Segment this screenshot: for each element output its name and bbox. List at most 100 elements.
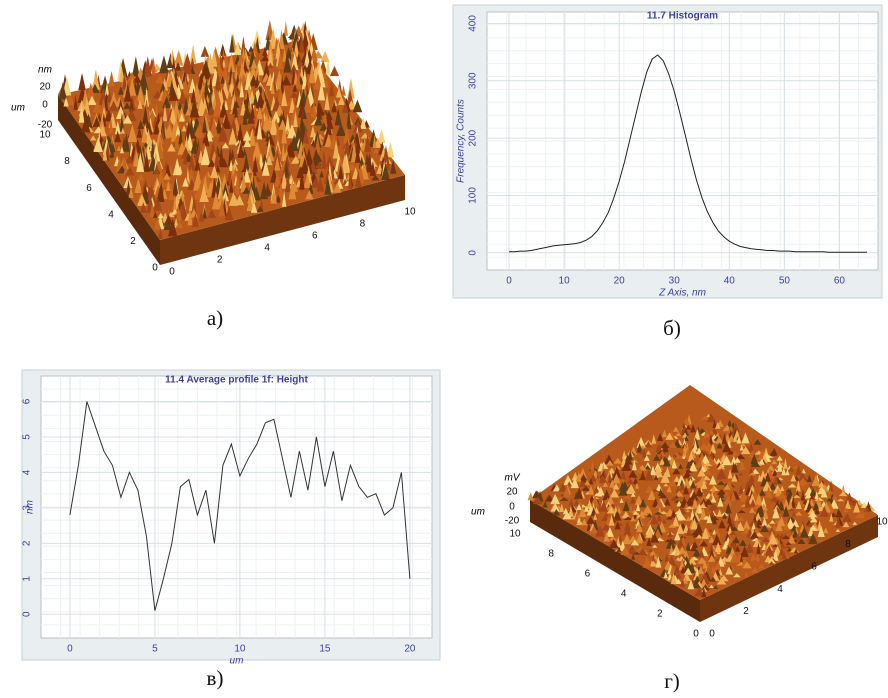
surface-peak — [98, 115, 106, 131]
surface-peak — [585, 516, 596, 525]
surface-peak — [609, 479, 615, 488]
surface-peak — [252, 156, 259, 173]
surface-peak — [732, 573, 741, 578]
surface-peak — [782, 498, 790, 510]
surface-peak — [249, 74, 258, 87]
surface-peak — [690, 480, 697, 489]
surface-peak — [721, 432, 727, 444]
surface-peak — [809, 498, 815, 506]
surface-peak — [143, 56, 152, 77]
surface-peak — [262, 46, 268, 56]
surface-peak — [602, 489, 611, 501]
surface-peak — [580, 473, 587, 483]
z-unit-label: mV — [505, 473, 521, 484]
surface-peak — [598, 501, 608, 512]
surface-peak — [652, 544, 658, 548]
surface-peak — [324, 92, 330, 110]
surface-peak — [123, 160, 128, 176]
surface-peak — [248, 125, 259, 132]
surface-peak — [623, 516, 633, 520]
surface-peak — [137, 120, 145, 129]
surface-peak — [261, 159, 270, 176]
surface-peak — [299, 170, 305, 190]
surface-peak — [838, 491, 848, 497]
surface-peak — [234, 194, 245, 206]
surface-peak — [164, 163, 171, 177]
surface-peak — [266, 155, 273, 166]
surface-peak — [775, 519, 783, 532]
surface-peak — [741, 432, 750, 444]
y-tick-label: 4 — [22, 469, 33, 475]
surface-peak — [608, 514, 615, 526]
surface-peak — [336, 86, 342, 98]
surface-peak — [605, 526, 614, 537]
surface-peak — [152, 197, 163, 211]
surface-peak — [732, 536, 740, 544]
surface-peak — [119, 66, 125, 83]
surface-peak — [300, 156, 310, 175]
surface-peak — [638, 509, 646, 519]
surface-peak — [716, 463, 726, 470]
surface-peak — [153, 103, 159, 116]
surface-peak — [260, 181, 268, 200]
surface-peak — [580, 518, 588, 526]
surface-peak — [701, 527, 710, 539]
surface-peak — [739, 442, 746, 447]
surface-peak — [787, 498, 793, 510]
surface-peak — [87, 95, 97, 105]
panel-caption: б) — [663, 316, 681, 340]
surface-peak — [752, 504, 763, 509]
surface-peak — [762, 480, 772, 492]
surface-peak — [809, 495, 815, 500]
surface-peak — [373, 148, 379, 154]
surface-peak — [270, 189, 277, 204]
surface-peak — [558, 482, 568, 492]
surface-peak — [683, 477, 691, 489]
surface-peak — [244, 71, 252, 90]
surface-peak — [162, 104, 168, 122]
surface-peak — [274, 155, 281, 171]
axis-tick-label: 10 — [39, 130, 51, 141]
surface-peak — [814, 503, 820, 515]
surface-peak — [668, 478, 678, 487]
surface-peak — [738, 515, 745, 521]
surface-peak — [658, 492, 668, 499]
axis-unit-label: um — [471, 507, 485, 518]
surface-peak — [708, 434, 714, 445]
surface-peak — [702, 559, 708, 569]
surface-peak — [644, 469, 654, 481]
surface-peak — [242, 186, 251, 194]
surface-peak — [727, 468, 733, 479]
surface-peak — [697, 504, 702, 514]
surface-peak — [316, 176, 325, 192]
surface-peak — [593, 513, 598, 520]
surface-peak — [653, 474, 659, 481]
surface-peak — [733, 435, 738, 442]
surface-peak — [302, 127, 310, 144]
surface-peak — [317, 81, 326, 101]
surface-peak — [819, 505, 829, 517]
surface-peak — [612, 483, 620, 490]
surface-peak — [310, 125, 316, 138]
surface-peak — [119, 145, 124, 154]
side-wall — [160, 175, 405, 265]
surface-peak — [744, 572, 749, 577]
surface-peak — [665, 537, 676, 549]
surface-peak — [706, 413, 717, 423]
side-wall — [530, 500, 700, 622]
surface-peak — [688, 556, 697, 565]
surface-peak — [78, 72, 86, 91]
surface-peak — [685, 424, 692, 430]
surface-peak — [207, 209, 216, 218]
surface-peak — [729, 540, 736, 551]
x-axis-label: um — [230, 656, 244, 667]
surface-peak — [646, 537, 652, 546]
x-tick-label: 0 — [67, 644, 73, 655]
surface-peak — [581, 486, 591, 491]
surface-peak — [124, 166, 135, 176]
surface-peak — [604, 454, 614, 465]
axis-tick-label: 0 — [693, 629, 699, 640]
y-tick-label: 200 — [468, 129, 479, 146]
surface-peak — [341, 85, 346, 96]
surface-peak — [656, 442, 663, 453]
